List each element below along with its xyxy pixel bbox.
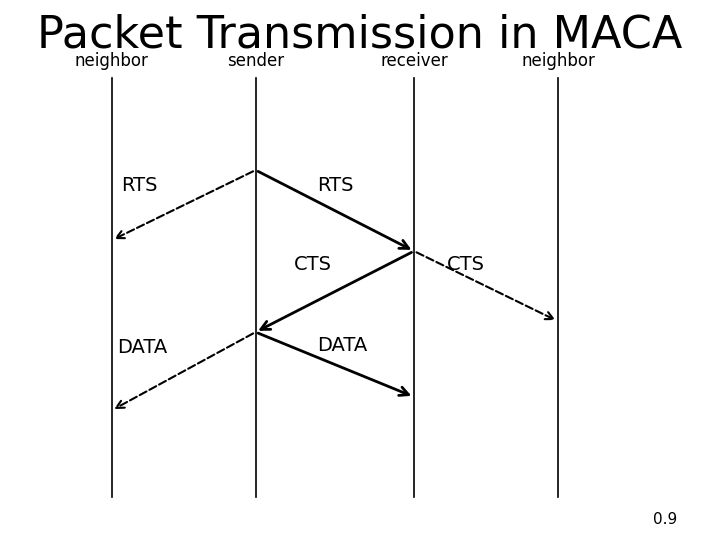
Text: DATA: DATA [117,339,168,357]
Text: CTS: CTS [446,255,485,274]
Text: sender: sender [227,52,284,70]
Text: CTS: CTS [294,255,332,274]
Text: RTS: RTS [121,177,158,195]
Text: receiver: receiver [380,52,448,70]
Text: neighbor: neighbor [521,52,595,70]
Text: DATA: DATA [317,336,367,355]
Text: 0.9: 0.9 [652,511,677,526]
Text: neighbor: neighbor [75,52,148,70]
Text: Packet Transmission in MACA: Packet Transmission in MACA [37,14,683,57]
Text: RTS: RTS [317,177,354,195]
